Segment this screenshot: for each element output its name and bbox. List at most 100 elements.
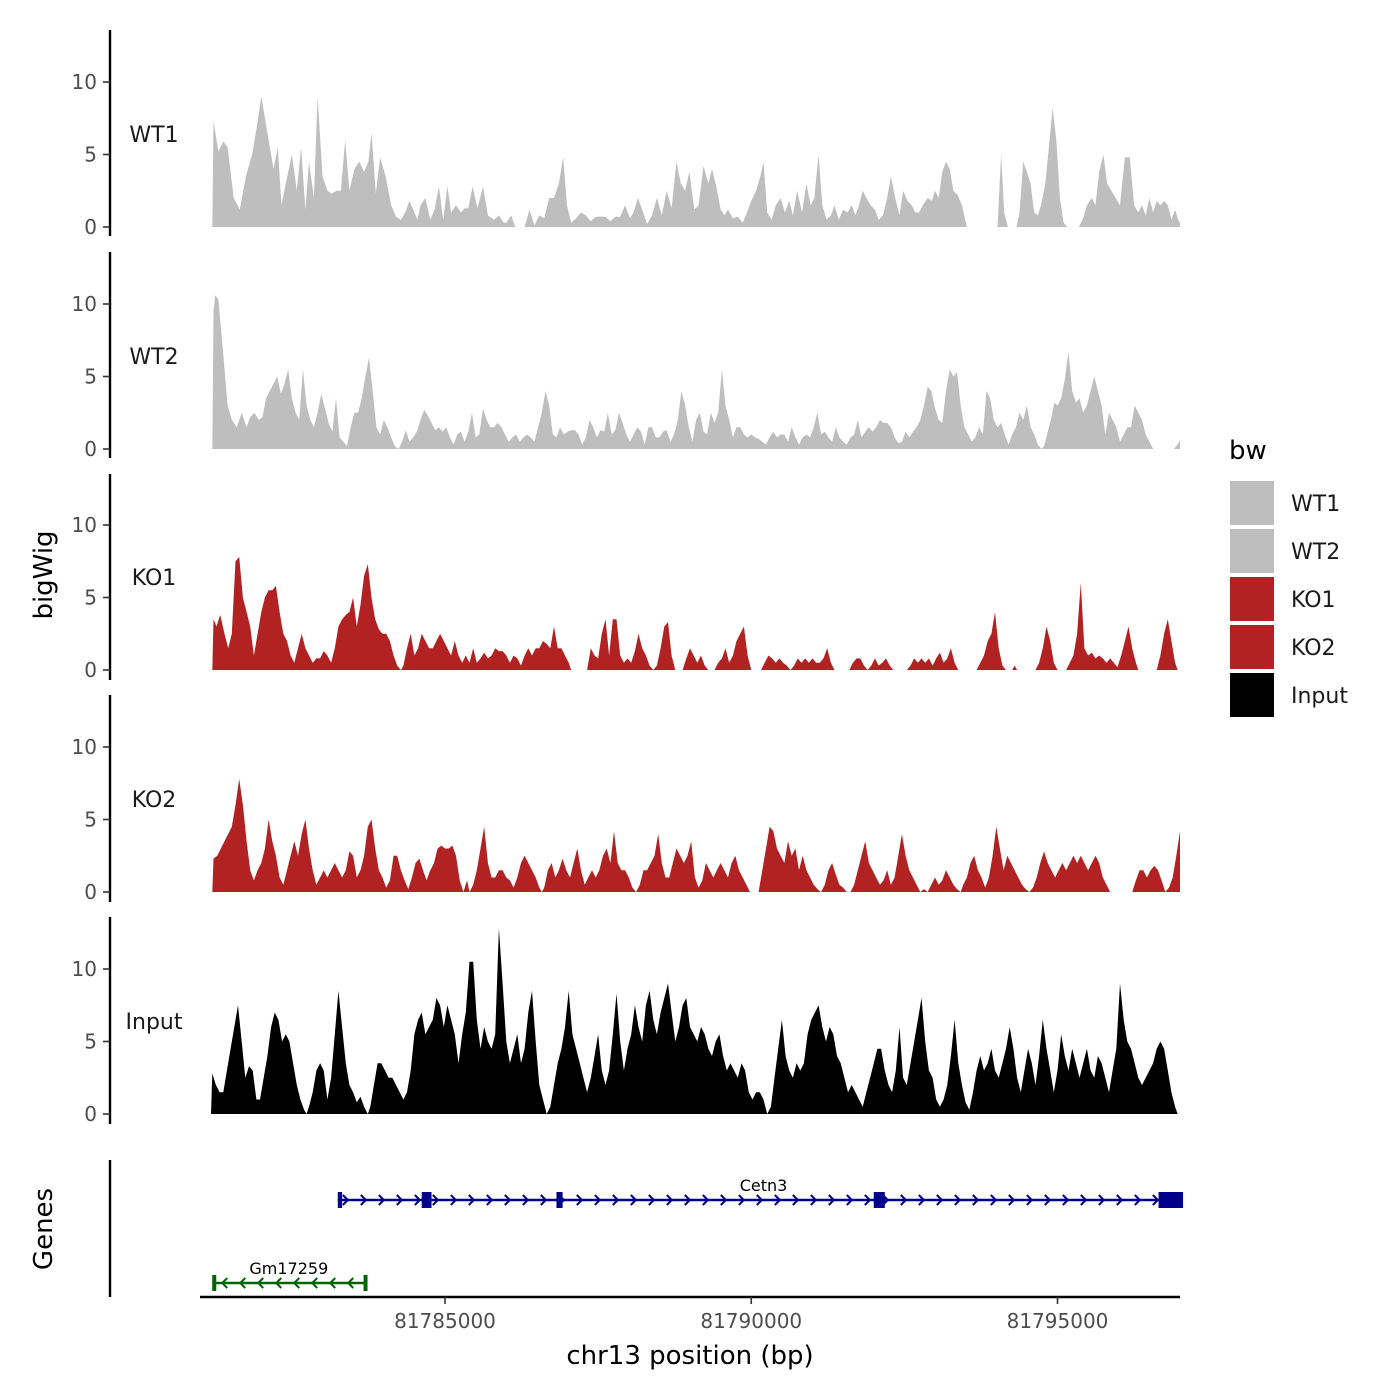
strand-chevron: [630, 1194, 638, 1206]
strand-chevron: [846, 1194, 854, 1206]
strand-chevron: [594, 1194, 602, 1206]
exon-block: [337, 1192, 343, 1208]
coverage-area-wt1: [212, 96, 1181, 227]
strand-chevron: [1134, 1194, 1142, 1206]
legend-label: WT1: [1291, 492, 1340, 517]
strand-chevron: [864, 1194, 872, 1206]
track-label: WT2: [129, 345, 178, 370]
y-tick-label: 0: [84, 1102, 97, 1126]
y-tick-label: 10: [72, 957, 97, 981]
y-tick-label: 10: [72, 70, 97, 94]
strand-chevron: [328, 1277, 336, 1289]
coverage-area-ko1: [212, 556, 1178, 670]
x-axis: 81785000 81790000 81795000: [200, 1295, 1180, 1333]
x-tick-label: 81795000: [1007, 1309, 1109, 1333]
strand-chevron: [954, 1194, 962, 1206]
gene-gm17259: Gm17259: [212, 1259, 368, 1291]
strand-chevron: [292, 1277, 300, 1289]
exon-block: [421, 1192, 432, 1208]
coverage-tracks: 0 5 10 WT1 0 5 10 WT2 0 5 10 KO1 0 5 10 KO2 0 5 10 Input: [72, 30, 1181, 1126]
strand-chevron: [1026, 1194, 1034, 1206]
y-tick-label: 0: [84, 437, 97, 461]
strand-chevron: [828, 1194, 836, 1206]
strand-chevron: [1152, 1194, 1160, 1206]
exon-block: [556, 1192, 563, 1208]
track-input: 0 5 10 Input: [72, 917, 1178, 1126]
y-axis-title: bigWig: [29, 530, 59, 619]
strand-chevron: [918, 1194, 926, 1206]
strand-chevron: [774, 1194, 782, 1206]
strand-chevron: [990, 1194, 998, 1206]
track-label: KO1: [132, 566, 177, 591]
track-wt1: 0 5 10 WT1: [72, 30, 1181, 239]
y-tick-label: 5: [84, 1030, 97, 1054]
coverage-area-ko2: [212, 778, 1181, 892]
y-tick-label: 10: [72, 735, 97, 759]
coverage-area-input: [211, 928, 1178, 1114]
legend-label: KO2: [1291, 636, 1336, 661]
y-tick-label: 5: [84, 808, 97, 832]
strand-chevron: [450, 1194, 458, 1206]
strand-chevron: [756, 1194, 764, 1206]
strand-chevron: [720, 1194, 728, 1206]
strand-chevron: [576, 1194, 584, 1206]
y-tick-label: 0: [84, 658, 97, 682]
strand-chevron: [504, 1194, 512, 1206]
strand-chevron: [310, 1277, 318, 1289]
y-tick-label: 5: [84, 365, 97, 389]
x-tick-label: 81785000: [394, 1309, 496, 1333]
strand-chevron: [486, 1194, 494, 1206]
strand-chevron: [612, 1194, 620, 1206]
strand-chevron: [378, 1194, 386, 1206]
y-tick-label: 5: [84, 586, 97, 610]
strand-chevron: [360, 1194, 368, 1206]
exon-block: [873, 1192, 885, 1208]
strand-chevron: [666, 1194, 674, 1206]
legend-label: Input: [1291, 684, 1348, 709]
strand-chevron: [396, 1194, 404, 1206]
legend-label: KO1: [1291, 588, 1336, 613]
y-tick-label: 0: [84, 215, 97, 239]
y-tick-label: 10: [72, 513, 97, 537]
strand-chevron: [738, 1194, 746, 1206]
strand-chevron: [684, 1194, 692, 1206]
gene-cetn3: Cetn3: [337, 1176, 1184, 1208]
strand-chevron: [936, 1194, 944, 1206]
legend-key-ko1: [1230, 577, 1274, 621]
track-label: WT1: [129, 123, 178, 148]
strand-chevron: [900, 1194, 908, 1206]
strand-chevron: [792, 1194, 800, 1206]
legend-key-ko2: [1230, 625, 1274, 669]
legend: bw WT1 WT2 KO1 KO2 Input: [1229, 436, 1348, 717]
strand-chevron: [702, 1194, 710, 1206]
y-tick-label: 5: [84, 143, 97, 167]
strand-chevron: [432, 1194, 440, 1206]
exon-block: [212, 1275, 217, 1291]
strand-chevron: [346, 1277, 354, 1289]
strand-chevron: [1080, 1194, 1088, 1206]
strand-chevron: [1044, 1194, 1052, 1206]
strand-chevron: [1062, 1194, 1070, 1206]
strand-chevron: [648, 1194, 656, 1206]
legend-label: WT2: [1291, 540, 1340, 565]
strand-chevron: [810, 1194, 818, 1206]
legend-key-wt1: [1230, 481, 1274, 525]
exon-block: [363, 1275, 368, 1291]
x-axis-title: chr13 position (bp): [566, 1341, 813, 1371]
genes-axis-title: Genes: [29, 1188, 59, 1270]
track-ko2: 0 5 10 KO2: [72, 695, 1181, 904]
legend-key-input: [1230, 673, 1274, 717]
x-tick-label: 81790000: [700, 1309, 802, 1333]
gene-label: Cetn3: [740, 1176, 788, 1195]
strand-chevron: [274, 1277, 282, 1289]
strand-chevron: [342, 1194, 350, 1206]
y-tick-label: 10: [72, 292, 97, 316]
strand-chevron: [256, 1277, 264, 1289]
strand-chevron: [1116, 1194, 1124, 1206]
track-label: KO2: [132, 788, 177, 813]
track-label: Input: [126, 1010, 183, 1035]
track-wt2: 0 5 10 WT2: [72, 252, 1181, 461]
strand-chevron: [522, 1194, 530, 1206]
strand-chevron: [220, 1277, 228, 1289]
